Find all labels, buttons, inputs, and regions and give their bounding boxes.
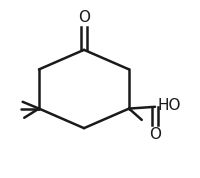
Text: O: O xyxy=(78,10,90,25)
Text: HO: HO xyxy=(158,98,181,113)
Text: O: O xyxy=(149,127,161,142)
